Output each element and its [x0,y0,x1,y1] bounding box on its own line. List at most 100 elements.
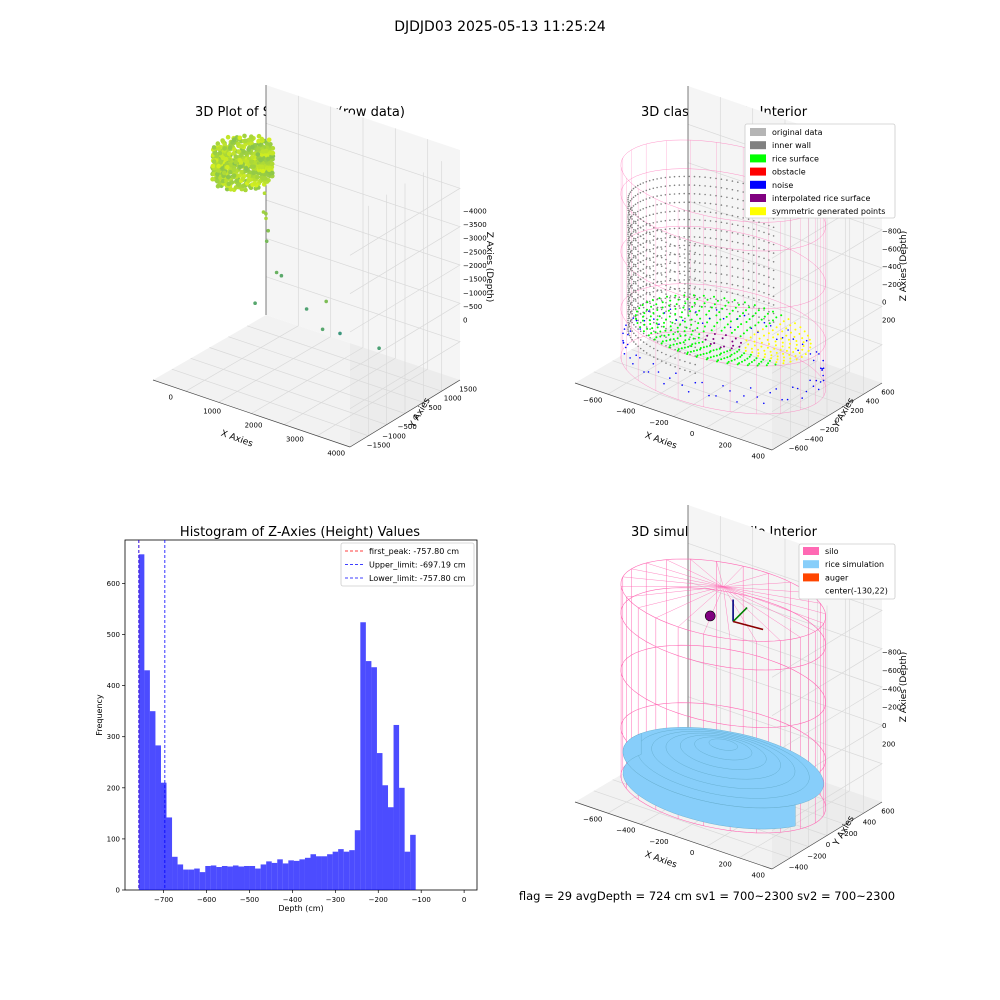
noise-point [708,317,711,320]
noise-point [629,357,631,359]
classify-plot-xtick: −400 [616,408,635,416]
inner-wall-point [628,282,631,285]
simulation-plot-ztick: 200 [882,740,895,748]
inner-wall-point [628,305,631,307]
inner-wall-point [709,297,712,300]
classified-surface-point [746,329,749,332]
classified-surface-point [776,355,779,358]
inner-wall-point [631,295,633,298]
inner-wall-point [720,247,723,249]
inner-wall-point [639,226,642,229]
inner-wall-point [628,270,631,273]
inner-wall-point [656,221,658,223]
inner-wall-point [648,214,651,216]
inner-wall-point [642,280,645,283]
classified-surface-point [669,338,671,341]
classified-surface-point [706,321,709,324]
inner-wall-point [642,268,644,271]
raw-plot-xtick: 4000 [327,450,345,458]
inner-wall-point [683,175,685,178]
classified-surface-point [733,299,736,302]
inner-wall-point [693,210,696,212]
noise-point [652,363,655,365]
silo-roof-line [723,573,769,587]
raw-point [246,178,252,184]
raw-point [268,142,273,147]
classified-surface-point [635,318,638,320]
inner-wall-point [660,194,662,197]
raw-point [269,161,275,167]
simulation-plot-xtick: −200 [649,838,668,846]
inner-wall-point [753,297,755,300]
noise-point [623,328,626,330]
inner-wall-point [678,287,681,290]
inner-wall-point [669,245,671,247]
inner-wall-point [715,246,717,249]
classified-surface-point [730,347,733,350]
inner-wall-point [689,362,691,364]
inner-wall-point [669,321,672,323]
raw-plot-points [210,133,381,351]
inner-wall-point [664,211,667,213]
histogram-ytick-label: 100 [107,835,120,843]
auger-x-arrow [732,620,764,631]
raw-point [233,154,239,159]
simulation-legend-label: rice simulation [825,560,884,569]
noise-point [815,379,818,382]
inner-wall-point [645,239,648,242]
inner-wall-point [768,267,770,270]
raw-point [255,174,260,180]
inner-wall-point [768,319,770,322]
inner-wall-point [635,213,637,216]
inner-wall-point [656,186,658,189]
inner-wall-point [679,350,681,353]
inner-wall-point [629,260,632,262]
inner-wall-point [660,280,662,283]
histogram-bar [338,849,344,890]
inner-wall-point [635,334,637,337]
inner-wall-point [758,316,760,318]
inner-wall-point [628,253,631,255]
simulation-plot-xtick: 200 [718,860,731,868]
inner-wall-point [649,354,651,356]
noise-point [769,391,771,394]
raw-point [221,170,227,176]
raw-point [242,133,247,139]
inner-wall-point [627,307,630,309]
inner-wall-point [665,362,667,364]
inner-wall-point [772,243,775,246]
classified-surface-point [793,335,796,338]
classified-surface-point [740,323,743,326]
inner-wall-point [652,265,655,267]
inner-wall-point [763,274,765,277]
inner-wall-point [656,264,658,266]
inner-wall-point [627,246,630,249]
raw-point [241,183,246,188]
classified-surface-point [677,298,680,301]
classified-surface-point [702,346,705,349]
classified-surface-point [659,330,662,333]
raw-point [243,138,248,144]
inner-wall-point [632,205,635,207]
inner-wall-point [704,176,706,178]
noise-point [792,338,795,340]
inner-wall-point [639,261,642,263]
inner-wall-point [678,227,681,229]
inner-wall-point [693,244,696,247]
classified-surface-point [650,305,653,308]
classified-surface-point [699,353,702,356]
raw-point [263,176,268,181]
rice-simulation-surface [708,738,738,751]
noise-point [627,333,629,336]
noise-point [821,369,823,371]
inner-wall-point [747,252,750,255]
simulation-legend-swatch [803,573,819,582]
inner-wall-point [693,193,696,195]
classified-surface-point [760,345,763,348]
raw-point [226,181,232,187]
inner-wall-point [669,210,671,213]
inner-wall-point [726,256,728,259]
classified-surface-point [772,319,774,322]
inner-wall-point [669,279,671,282]
inner-wall-point [742,251,744,254]
